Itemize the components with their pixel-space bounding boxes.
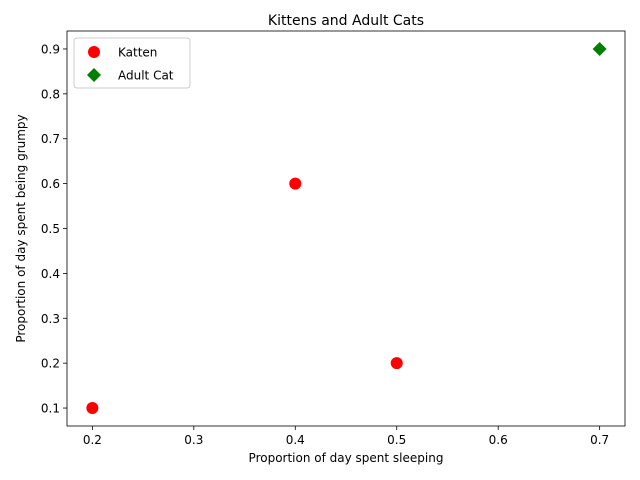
point-adult-cat-0: [592, 41, 607, 56]
x-tick-label-2: 0.4: [286, 433, 305, 447]
y-tick-label-7: 0.8: [41, 87, 60, 101]
x-tick-label-5: 0.7: [590, 433, 609, 447]
y-tick-label-6: 0.7: [41, 132, 60, 146]
y-tick-label-8: 0.9: [41, 42, 60, 56]
legend-marker-katten: [88, 46, 100, 58]
data-markers: [86, 41, 607, 415]
x-tick-label-1: 0.3: [184, 433, 203, 447]
y-axis-label: Proportion of day spent being grumpy: [14, 114, 28, 342]
legend-label-adult-cat: Adult Cat: [118, 69, 174, 83]
legend-frame: [73, 37, 191, 89]
y-tick-label-5: 0.6: [41, 177, 60, 191]
point-katten-1: [289, 177, 302, 190]
point-katten-2: [390, 357, 403, 370]
x-axis: 0.2 0.3 0.4 0.5 0.6 0.7: [83, 426, 609, 447]
plot-area: [66, 30, 626, 427]
x-tick-label-0: 0.2: [83, 433, 102, 447]
axes-frame: [66, 30, 626, 427]
y-tick-label-3: 0.4: [41, 267, 60, 281]
legend-marker-adult-cat: [87, 68, 101, 82]
x-axis-label: Proportion of day spent sleeping: [249, 451, 444, 465]
x-tick-label-3: 0.5: [387, 433, 406, 447]
y-tick-label-2: 0.3: [41, 312, 60, 326]
x-tick-label-4: 0.6: [489, 433, 508, 447]
point-katten-0: [86, 402, 99, 415]
y-tick-label-0: 0.1: [41, 402, 60, 416]
legend: Katten Adult Cat: [73, 37, 191, 89]
y-tick-label-1: 0.2: [41, 357, 60, 371]
chart-title: Kittens and Adult Cats: [268, 13, 424, 29]
y-axis: 0.1 0.2 0.3 0.4 0.5 0.6 0.7 0.8 0.9: [41, 42, 67, 416]
legend-label-katten: Katten: [118, 46, 157, 60]
y-tick-label-4: 0.5: [41, 222, 60, 236]
